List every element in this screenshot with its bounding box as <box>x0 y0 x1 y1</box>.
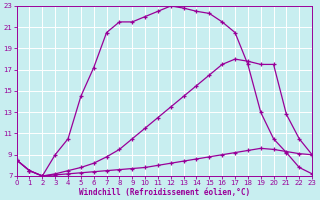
X-axis label: Windchill (Refroidissement éolien,°C): Windchill (Refroidissement éolien,°C) <box>79 188 250 197</box>
